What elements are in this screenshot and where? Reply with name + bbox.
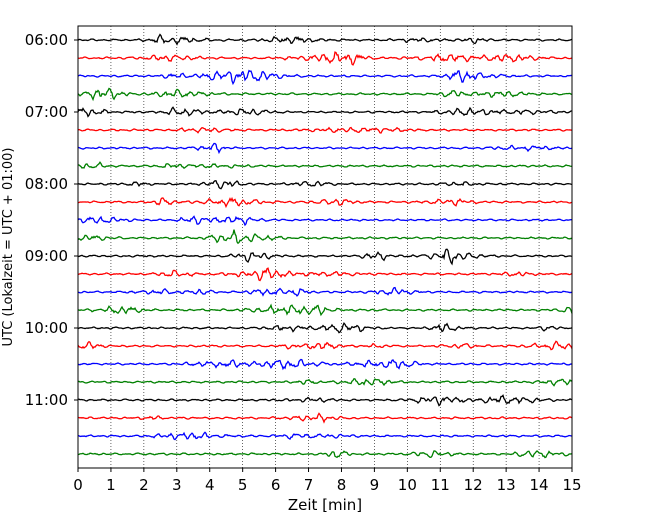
trace-line [77, 340, 573, 351]
trace-line [77, 394, 573, 407]
trace-line [77, 142, 573, 155]
trace-line [77, 229, 573, 245]
trace-line [77, 126, 573, 134]
x-tick-label: 13 [497, 476, 516, 494]
y-tick-label: 06:00 [25, 31, 68, 49]
x-tick-label: 8 [337, 476, 347, 494]
trace-line [77, 196, 573, 209]
trace-line [77, 321, 573, 334]
trace-line [77, 33, 573, 46]
y-tick-label: 11:00 [25, 391, 68, 409]
trace-line [77, 51, 573, 66]
trace-line [77, 286, 573, 297]
trace-line [77, 69, 573, 86]
y-tick-label: 10:00 [25, 319, 68, 337]
y-axis-ticks: 06:00 07:00 08:00 09:00 10:00 11:00 [25, 31, 78, 409]
x-axis-ticks: 0 1 2 3 4 5 6 7 8 9 10 11 12 13 14 15 [73, 468, 582, 494]
trace-line [77, 215, 573, 227]
y-tick-label: 08:00 [25, 175, 68, 193]
trace-line [77, 161, 573, 169]
trace-line [77, 87, 573, 102]
trace-line [77, 431, 573, 441]
trace-line [77, 180, 573, 190]
x-tick-label: 0 [73, 476, 83, 494]
x-tick-label: 10 [398, 476, 417, 494]
y-axis-label: UTC (Lokalzeit = UTC + 01:00) [1, 148, 16, 347]
x-tick-label: 14 [530, 476, 549, 494]
seismic-traces [77, 33, 573, 459]
x-tick-label: 9 [370, 476, 380, 494]
trace-line [77, 303, 573, 317]
trace-line [77, 106, 573, 118]
x-tick-label: 12 [464, 476, 483, 494]
trace-line [77, 412, 573, 424]
x-axis-label: Zeit [min] [288, 496, 362, 514]
trace-line [77, 358, 573, 371]
trace-line [77, 450, 573, 459]
y-tick-label: 09:00 [25, 247, 68, 265]
x-tick-label: 4 [205, 476, 215, 494]
y-tick-label: 07:00 [25, 103, 68, 121]
x-tick-label: 15 [562, 476, 581, 494]
trace-line [77, 377, 573, 387]
x-tick-label: 6 [271, 476, 281, 494]
plot-frame [77, 25, 573, 469]
x-tick-label: 2 [139, 476, 149, 494]
trace-line [77, 267, 573, 282]
x-tick-label: 11 [431, 476, 450, 494]
x-tick-label: 1 [106, 476, 116, 494]
x-tick-label: 7 [304, 476, 314, 494]
trace-line [77, 248, 573, 266]
x-tick-label: 5 [238, 476, 248, 494]
x-tick-label: 3 [172, 476, 182, 494]
